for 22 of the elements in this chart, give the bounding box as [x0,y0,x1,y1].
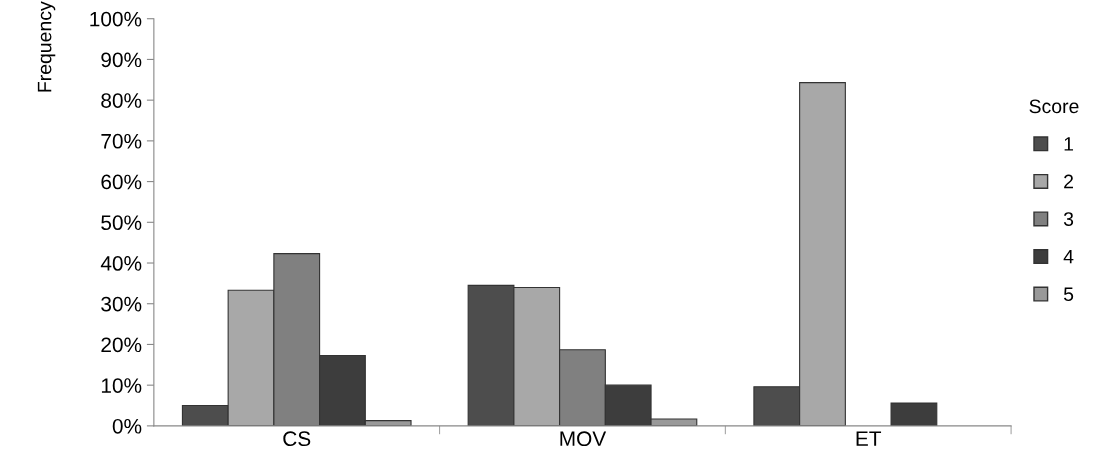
y-tick-label: 30% [101,296,142,312]
y-tick-label: 80% [101,93,142,108]
legend-label: 4 [1063,249,1074,264]
x-tick-label: MOV [560,431,607,447]
y-tick-label: 60% [101,174,142,190]
y-axis-title: Frequency [37,1,56,92]
legend-title: Score [1029,99,1079,114]
y-tick-label: 0% [112,418,142,434]
legend-label: 5 [1063,287,1074,302]
y-tick-label: 90% [101,52,142,68]
x-tick-label: ET [856,431,882,446]
y-tick-label: 40% [100,256,142,271]
y-tick-label: 20% [101,337,142,353]
y-tick-label: 50% [101,215,142,231]
x-tick-label: CS [283,431,311,447]
legend-label: 1 [1064,137,1074,151]
bar [890,402,938,426]
y-tick-label: 70% [101,133,142,149]
y-tick-label: 100% [90,11,142,27]
legend-label: 3 [1063,212,1074,226]
legend-label: 2 [1064,174,1073,189]
y-tick-label: 10% [101,378,142,393]
